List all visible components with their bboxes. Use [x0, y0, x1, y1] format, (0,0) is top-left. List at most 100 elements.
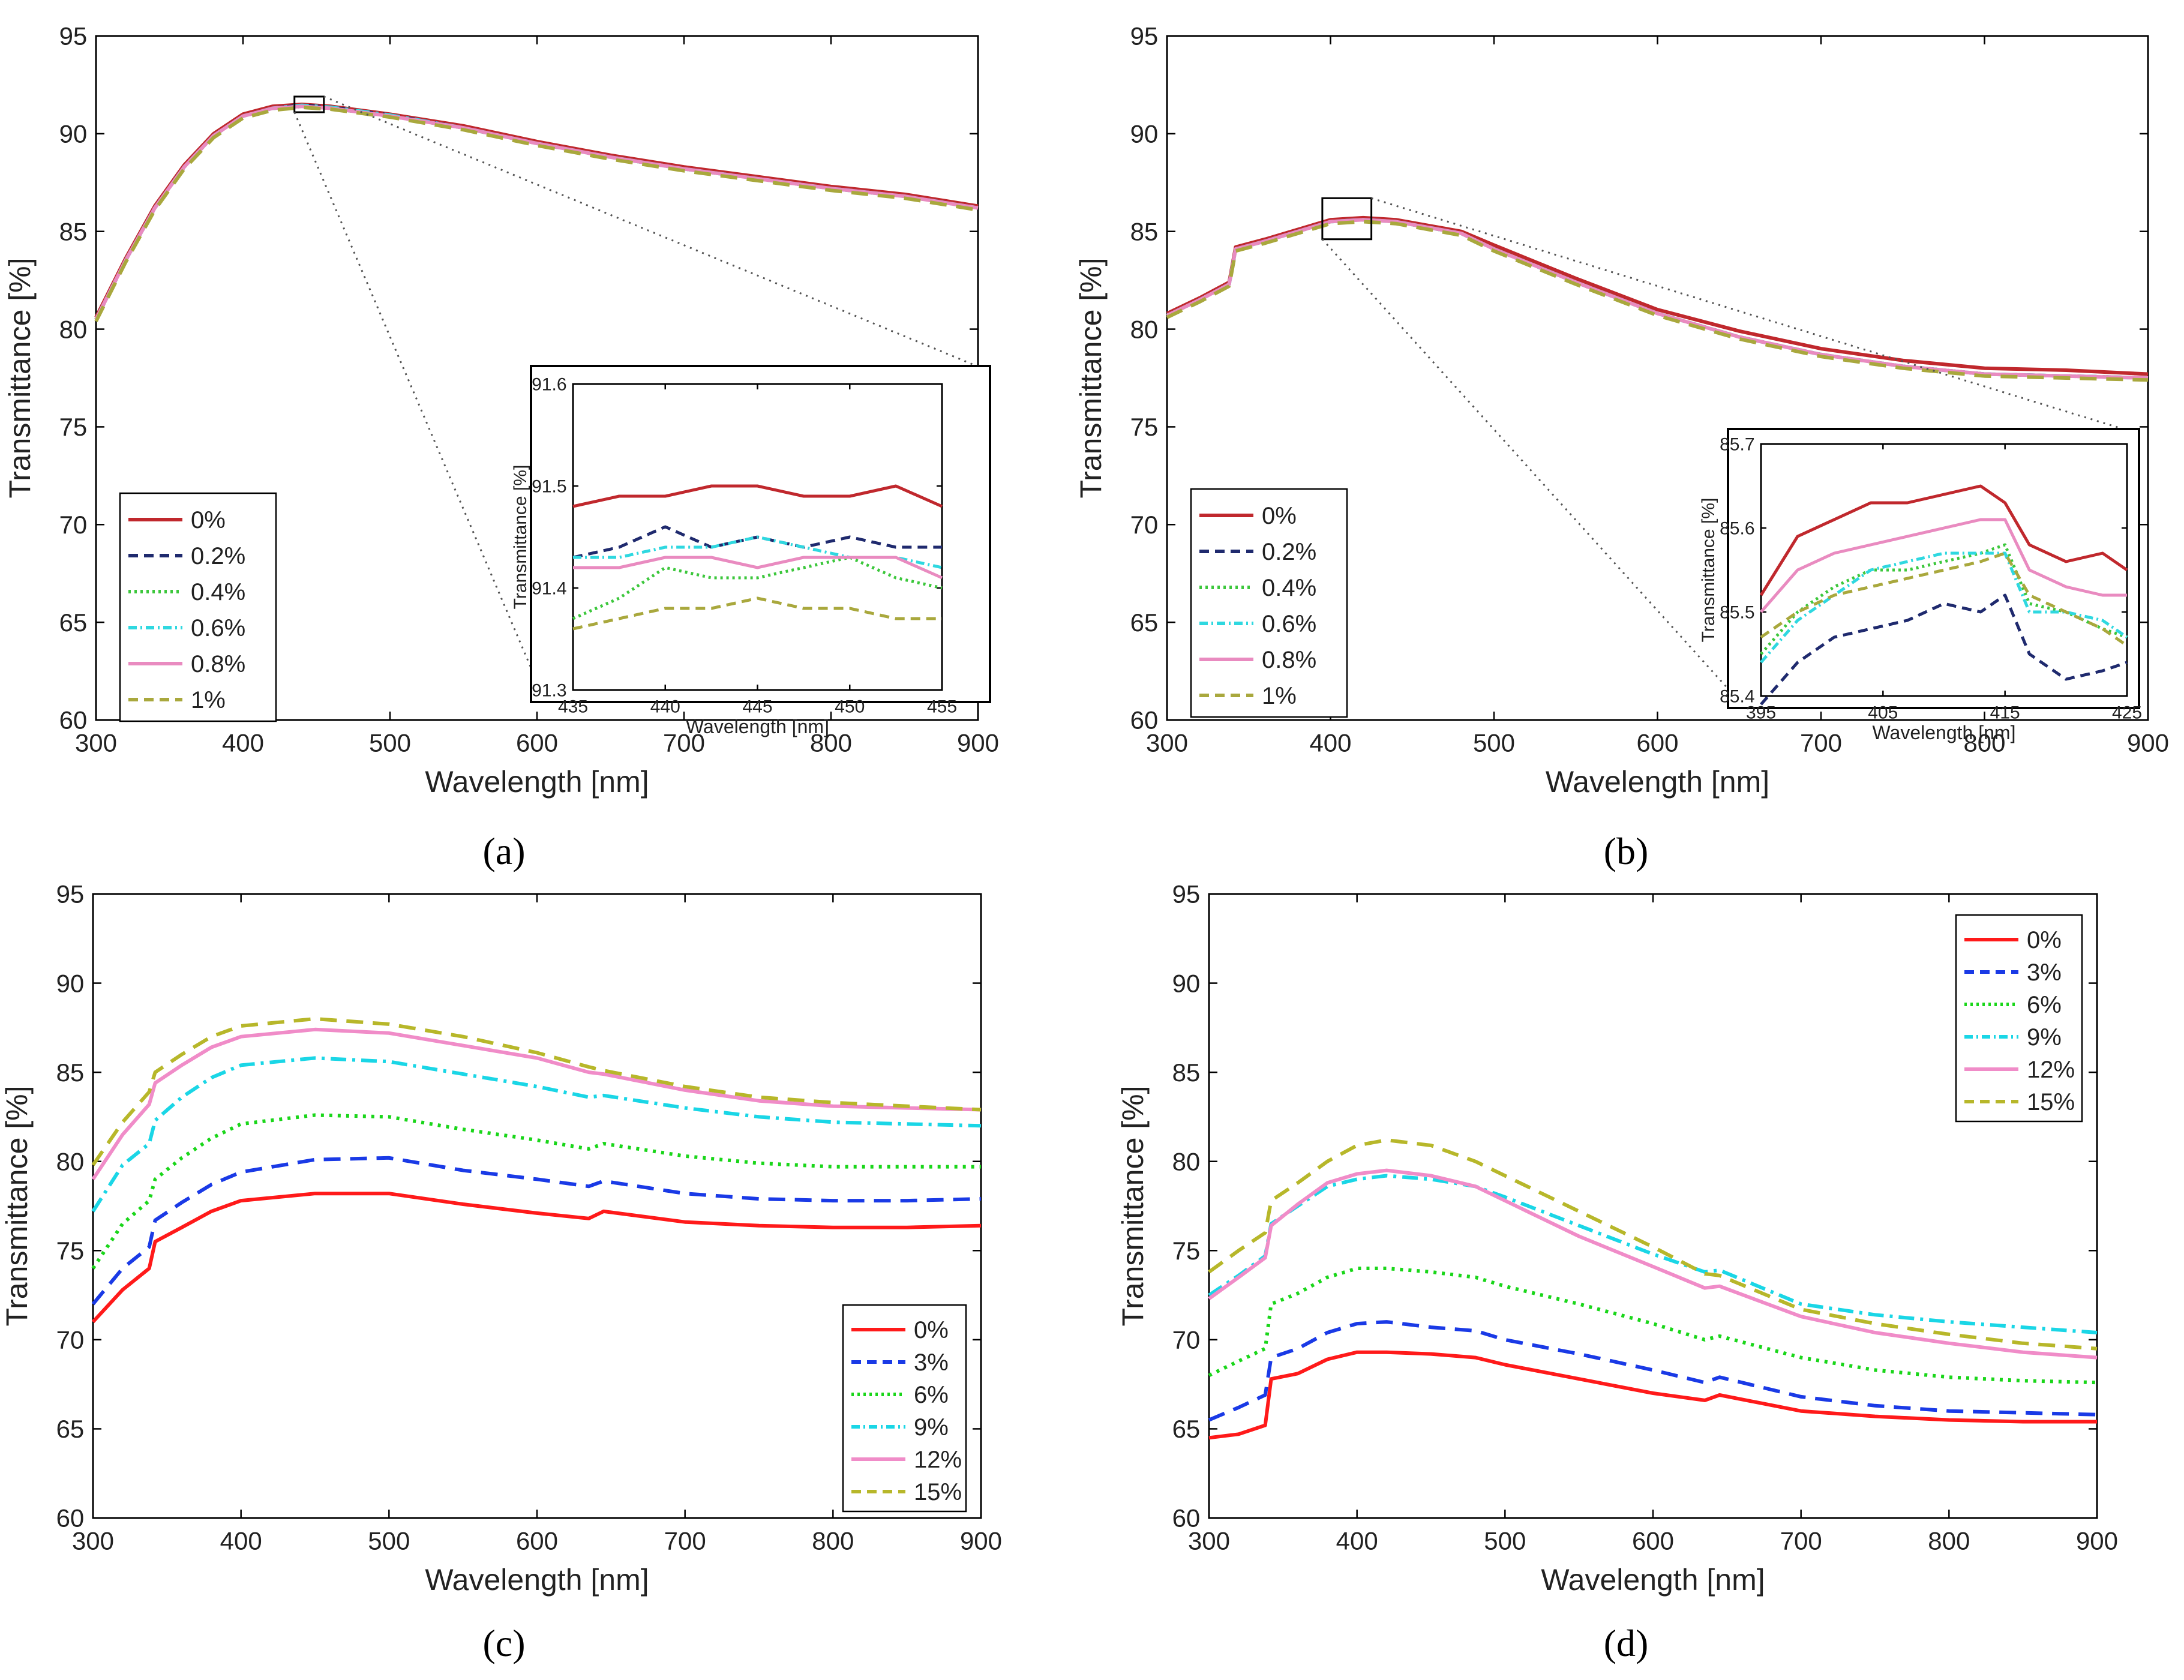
legend-label-0%: 0%: [914, 1317, 949, 1343]
legend-label-0.8%: 0.8%: [1262, 647, 1316, 673]
legend-label-15%: 15%: [2027, 1089, 2075, 1115]
inset-x-tick-label: 435: [558, 697, 588, 717]
series-line-0.8%: [1166, 218, 2149, 380]
series-line-12%: [91, 1027, 982, 1181]
x-tick-label: 500: [368, 1527, 410, 1555]
y-axis-label: Transmittance [%]: [0, 1085, 34, 1326]
x-axis-label: Wavelength [nm]: [425, 765, 649, 799]
x-axis-label: Wavelength [nm]: [1546, 765, 1769, 799]
x-tick-label: 400: [1309, 729, 1351, 757]
y-tick-label: 80: [59, 315, 88, 343]
y-tick-label: 80: [1130, 315, 1159, 343]
series-line-1%: [94, 105, 979, 322]
legend-label-0.4%: 0.4%: [191, 579, 245, 605]
panel-label-a: (a): [482, 830, 525, 872]
x-tick-label: 600: [1636, 729, 1678, 757]
y-tick-label: 90: [59, 120, 88, 148]
x-tick-label: 700: [664, 1527, 706, 1555]
panel-label-d: (d): [1604, 1622, 1649, 1664]
inset-chart: 435 440 445 450 455 91.3 91.4 91.5 91.6 Wavelengt…: [511, 375, 957, 738]
y-tick-label: 65: [1130, 608, 1159, 637]
series-line-12%: [1208, 1168, 2098, 1360]
legend-label-0.6%: 0.6%: [1262, 611, 1316, 637]
inset-y-axis-label: Transmittance [%]: [511, 465, 530, 610]
x-tick-label: 300: [75, 729, 117, 757]
x-tick-label: 800: [810, 729, 852, 757]
y-tick-label: 85: [1130, 217, 1159, 245]
x-axis-label: Wavelength [nm]: [1541, 1563, 1765, 1597]
inset-y-tick-label: 85.6: [1720, 519, 1754, 539]
y-tick-label: 75: [59, 413, 88, 441]
series-line-0%: [1208, 1350, 2097, 1440]
x-tick-label: 400: [222, 729, 264, 757]
x-tick-label: 300: [1146, 729, 1188, 757]
y-tick-label: 65: [59, 608, 88, 637]
inset-y-tick-label: 91.5: [532, 477, 566, 497]
inset-series-line-0%: [572, 484, 943, 508]
chart-b: 300 400 500 600 700 800 900 60 65 70 75 80 85 90 95 Wav…: [1074, 22, 2169, 799]
inset-x-tick-label: 450: [835, 697, 865, 717]
y-tick-label: 90: [1130, 120, 1159, 148]
series-line-15%: [1208, 1138, 2098, 1351]
x-tick-label: 600: [516, 729, 558, 757]
inset-series-line-0.4%: [572, 556, 943, 620]
x-tick-label: 600: [516, 1527, 558, 1555]
y-tick-label: 65: [56, 1415, 85, 1443]
inset-y-tick-label: 85.7: [1720, 435, 1754, 455]
y-tick-label: 60: [56, 1504, 85, 1532]
x-tick-label: 900: [2127, 729, 2169, 757]
series-line-6%: [1208, 1267, 2098, 1385]
series-line-1%: [1166, 220, 2149, 382]
y-tick-label: 95: [1130, 22, 1159, 50]
inset-y-axis-label: Transmittance [%]: [1699, 498, 1718, 643]
inset-x-axis-label: Wavelength [nm]: [686, 716, 829, 737]
series-line-9%: [91, 1056, 982, 1213]
legend-label-6%: 6%: [2027, 992, 2062, 1018]
y-tick-label: 95: [1172, 880, 1201, 908]
y-tick-label: 90: [1172, 969, 1201, 997]
inset-y-tick-label: 91.6: [532, 375, 566, 395]
x-axis-label: Wavelength [nm]: [425, 1563, 649, 1597]
inset-y-tick-label: 85.4: [1720, 687, 1754, 707]
inset-x-tick-label: 425: [2112, 703, 2142, 723]
series-line-0%: [1166, 215, 2149, 376]
y-tick-label: 70: [59, 511, 88, 539]
y-tick-label: 75: [1172, 1237, 1201, 1265]
x-tick-label: 300: [72, 1527, 114, 1555]
y-tick-label: 60: [1172, 1504, 1201, 1532]
legend-label-0.2%: 0.2%: [1262, 539, 1316, 565]
inset-frame: [530, 365, 991, 703]
x-tick-label: 300: [1188, 1527, 1230, 1555]
y-axis-label: Transmittance [%]: [3, 257, 37, 498]
chart-d: 300 400 500 600 700 800 900 60 65 70 75 80 85 90 95 Wav…: [1116, 880, 2118, 1597]
y-tick-label: 85: [59, 217, 88, 245]
x-tick-label: 800: [1928, 1527, 1970, 1555]
y-tick-label: 70: [56, 1326, 85, 1354]
x-tick-label: 700: [1800, 729, 1842, 757]
inset-x-tick-label: 455: [927, 697, 957, 717]
series-line-0%: [91, 1192, 982, 1324]
inset-series-line-0%: [1759, 484, 2128, 596]
legend-label-15%: 15%: [914, 1479, 962, 1505]
legend-label-0%: 0%: [1262, 503, 1297, 529]
zoom-connector-left: [293, 112, 544, 697]
y-tick-label: 65: [1172, 1415, 1201, 1443]
legend-label-1%: 1%: [1262, 683, 1297, 709]
inset-y-tick-label: 91.3: [532, 681, 566, 701]
x-tick-label: 900: [2076, 1527, 2118, 1555]
inset-x-tick-label: 415: [1990, 703, 2020, 723]
y-tick-label: 60: [1130, 706, 1159, 734]
zoom-connector-right: [1371, 197, 2134, 433]
legend-box: [842, 1304, 967, 1513]
legend-label-0.8%: 0.8%: [191, 651, 245, 677]
inset-series-line-1%: [572, 596, 942, 631]
legend-box: [119, 492, 277, 722]
inset-series-line-0.8%: [573, 556, 943, 580]
legend-label-1%: 1%: [191, 687, 226, 713]
y-tick-label: 70: [1130, 511, 1159, 539]
y-tick-label: 75: [1130, 413, 1159, 441]
y-tick-label: 80: [56, 1147, 85, 1175]
x-tick-label: 900: [960, 1527, 1002, 1555]
zoom-connector-right: [323, 95, 985, 370]
